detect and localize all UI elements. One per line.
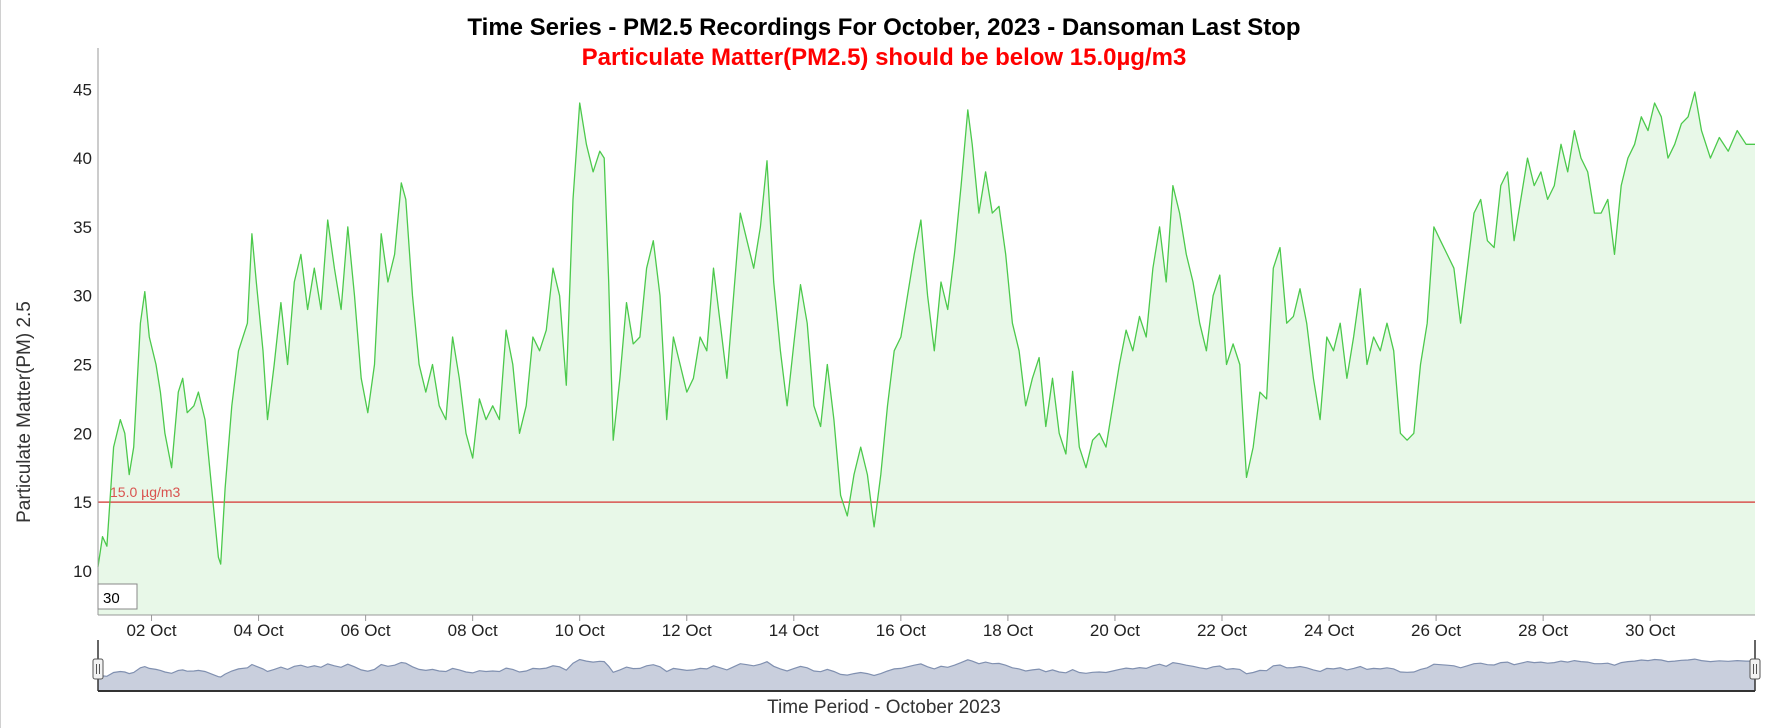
navigator-range-selector[interactable] (92, 640, 1761, 692)
rolling-window-value: 30 (103, 590, 120, 607)
x-tick-label: 24 Oct (1304, 621, 1354, 640)
navigator-area (98, 659, 1755, 691)
y-tick-label: 10 (73, 562, 92, 581)
x-tick-label: 22 Oct (1197, 621, 1247, 640)
navigator-left-handle[interactable] (92, 658, 104, 680)
x-tick-label: 06 Oct (341, 621, 391, 640)
series-area-fill (98, 92, 1755, 615)
navigator-right-handle[interactable] (1749, 658, 1761, 680)
chart-subtitle: Particulate Matter(PM2.5) should be belo… (582, 44, 1187, 71)
x-tick-label: 18 Oct (983, 621, 1033, 640)
chart-title: Time Series - PM2.5 Recordings For Octob… (467, 14, 1300, 41)
x-tick-label: 26 Oct (1411, 621, 1461, 640)
y-tick-label: 35 (73, 218, 92, 237)
x-tick-label: 04 Oct (234, 621, 284, 640)
x-tick-label: 20 Oct (1090, 621, 1140, 640)
x-tick-label: 08 Oct (448, 621, 498, 640)
x-axis-title: Time Period - October 2023 (767, 697, 1001, 718)
plot-area: 15.0 µg/m3 10 15 20 25 30 35 40 45 02 Oct 04 Oct 06… (73, 48, 1755, 640)
x-tick-label: 16 Oct (876, 621, 926, 640)
y-tick-label: 40 (73, 149, 92, 168)
handle-body (92, 658, 104, 680)
navigator-line (97, 658, 1755, 678)
y-tick-label: 45 (73, 80, 92, 99)
x-tick-label: 28 Oct (1518, 621, 1568, 640)
rolling-window-input-box (97, 583, 138, 610)
y-tick-label: 25 (73, 356, 92, 375)
threshold-label: 15.0 µg/m3 (110, 484, 181, 500)
x-tick-label: 12 Oct (662, 621, 712, 640)
y-tick-label: 15 (73, 493, 92, 512)
y-tick-label: 30 (73, 287, 92, 306)
frame-left-border (0, 0, 1, 728)
x-tick-label: 30 Oct (1625, 621, 1675, 640)
x-tick-label: 14 Oct (769, 621, 819, 640)
y-axis-title: Particulate Matter(PM) 2.5 (14, 301, 35, 523)
handle-body (1749, 658, 1761, 680)
x-tick-label: 10 Oct (555, 621, 605, 640)
series-line (97, 91, 1755, 567)
y-tick-label: 20 (73, 424, 92, 443)
rolling-window-input[interactable]: 30 (97, 583, 138, 610)
x-tick-label: 02 Oct (126, 621, 176, 640)
